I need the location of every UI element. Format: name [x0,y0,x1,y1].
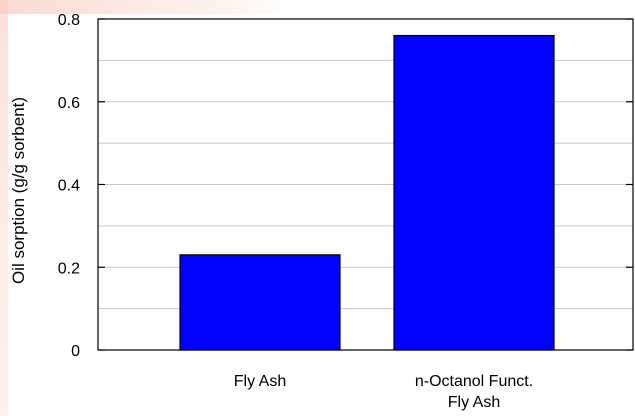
y-tick-label: 0 [71,343,80,360]
bar [393,34,555,351]
decorative-edge [0,0,8,416]
y-tick-label: 0.8 [58,12,80,29]
y-axis-label: Oil sorption (g/g sorbent) [9,97,28,284]
y-tick-label: 0.2 [58,260,80,277]
x-axis-labels: Fly Ash n-Octanol Funct. Fly Ash [234,373,533,411]
x-tick-label: n-Octanol Funct. [415,373,533,390]
y-axis-ticks: 0 0.2 0.4 0.6 0.8 [58,12,633,360]
decorative-band [0,0,300,14]
y-tick-label: 0.4 [58,178,80,195]
y-tick-label: 0.6 [58,95,80,112]
bar [179,254,341,351]
x-tick-label: Fly Ash [234,373,286,390]
bars [179,34,555,351]
x-tick-label: Fly Ash [448,394,500,411]
